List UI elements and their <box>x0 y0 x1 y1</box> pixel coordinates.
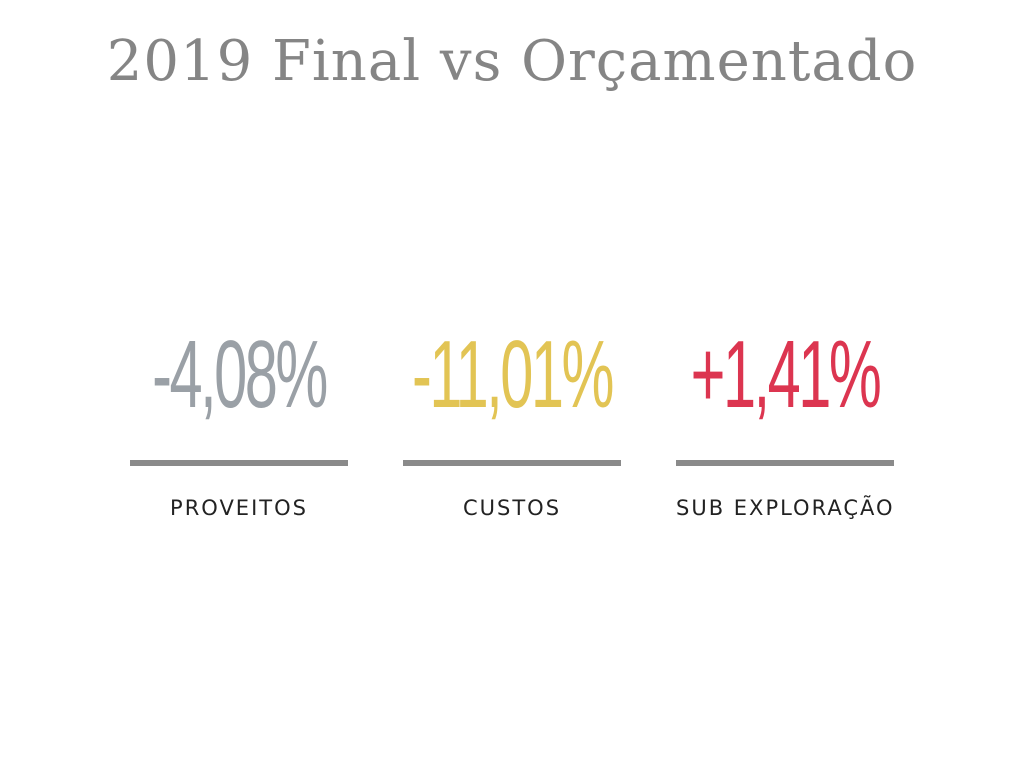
kpi-proveitos: -4,08% PROVEITOS <box>130 300 348 520</box>
kpi-sub-exploracao: +1,41% SUB EXPLORAÇÃO <box>676 300 894 520</box>
kpi-value-proveitos: -4,08% <box>152 321 328 428</box>
kpi-value-sub-exploracao: +1,41% <box>690 321 882 428</box>
kpi-divider <box>130 460 348 466</box>
kpi-divider <box>676 460 894 466</box>
kpi-custos: -11,01% CUSTOS <box>403 300 621 520</box>
kpi-label-custos: CUSTOS <box>462 496 562 520</box>
kpi-divider <box>403 460 621 466</box>
page-title: 2019 Final vs Orçamentado <box>106 29 918 94</box>
kpi-value-custos: -11,01% <box>412 321 614 428</box>
kpi-label-proveitos: PROVEITOS <box>170 496 308 520</box>
kpi-label-sub-exploracao: SUB EXPLORAÇÃO <box>676 496 895 520</box>
